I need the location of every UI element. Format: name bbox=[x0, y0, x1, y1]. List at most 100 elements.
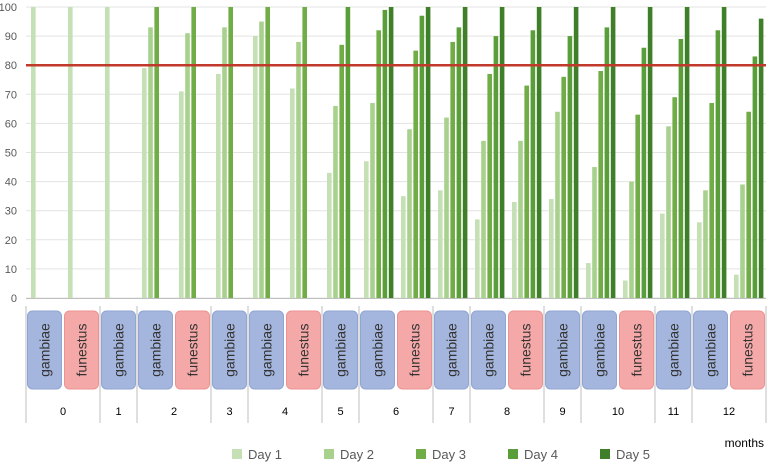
month-label: 12 bbox=[723, 406, 735, 418]
species-label-box bbox=[730, 310, 765, 390]
bar-day-4 bbox=[604, 27, 610, 299]
species-label-box bbox=[64, 310, 99, 390]
y-tick-label: 60 bbox=[5, 118, 17, 130]
bar-day-2 bbox=[148, 27, 153, 299]
bar-day-3 bbox=[598, 71, 603, 299]
legend-label: Day 5 bbox=[616, 447, 650, 462]
y-tick-label: 80 bbox=[5, 60, 17, 72]
bar-day-5 bbox=[388, 7, 394, 298]
month-label: 4 bbox=[282, 406, 288, 418]
month-label: 0 bbox=[60, 406, 66, 418]
y-axis-ticks: 0 10 20 30 40 50 60 70 80 90 100 bbox=[0, 2, 17, 305]
month-label: 2 bbox=[171, 406, 177, 418]
y-tick-label: 10 bbox=[5, 264, 17, 276]
species-label: funestus bbox=[407, 324, 423, 377]
species-label-box bbox=[249, 310, 284, 390]
bar-day-5 bbox=[721, 7, 727, 298]
month-label: 7 bbox=[448, 406, 454, 418]
bar-day-1 bbox=[142, 68, 147, 298]
bar-day-5 bbox=[758, 18, 764, 298]
bar-day-4 bbox=[752, 56, 758, 298]
bar-day-3 bbox=[524, 85, 529, 298]
legend-label: Day 1 bbox=[248, 447, 282, 462]
species-label-box bbox=[212, 310, 247, 390]
bar-day-2 bbox=[629, 181, 634, 298]
species-label: gambiae bbox=[444, 323, 460, 377]
species-label-box bbox=[360, 310, 395, 390]
bar-day-1 bbox=[216, 73, 221, 299]
species-label-box bbox=[656, 310, 691, 390]
x-axis-title: months bbox=[725, 436, 764, 450]
species-label-box bbox=[619, 310, 654, 390]
bar-day-2 bbox=[481, 140, 486, 298]
bar-day-5 bbox=[462, 7, 468, 298]
species-label-box bbox=[286, 310, 321, 390]
species-label: gambiae bbox=[148, 323, 164, 377]
bar-day-1 bbox=[179, 91, 184, 298]
y-tick-label: 90 bbox=[5, 31, 17, 43]
y-tick-label: 50 bbox=[5, 148, 17, 160]
bar-day-5 bbox=[573, 7, 579, 298]
month-label: 10 bbox=[612, 406, 624, 418]
bar-day-1 bbox=[586, 263, 591, 298]
species-label: gambiae bbox=[111, 323, 127, 377]
y-tick-label: 70 bbox=[5, 89, 17, 101]
species-label-box bbox=[434, 310, 469, 390]
bar-day-2 bbox=[370, 103, 375, 298]
bar-day-3 bbox=[302, 7, 307, 298]
bars bbox=[31, 7, 764, 299]
bar-day-2 bbox=[296, 41, 301, 299]
bar-day-1 bbox=[401, 196, 406, 298]
category-axis: gambiae funestus gambiae gambiae funestus gam… bbox=[25, 306, 767, 423]
species-label: gambiae bbox=[666, 323, 682, 377]
bar-day-3 bbox=[376, 30, 381, 299]
bar-day-2 bbox=[592, 167, 597, 298]
species-label: gambiae bbox=[555, 323, 571, 377]
bar-day-2 bbox=[222, 27, 227, 299]
legend: Day 1 Day 2 Day 3 Day 4 Day 5 bbox=[232, 447, 650, 462]
bar-day-3 bbox=[709, 103, 714, 298]
species-label-box bbox=[323, 310, 358, 390]
bar-day-4 bbox=[567, 36, 573, 298]
species-label: gambiae bbox=[592, 323, 608, 377]
month-label: 11 bbox=[668, 406, 679, 418]
bar-day-2 bbox=[444, 117, 449, 298]
legend-swatch bbox=[324, 449, 334, 459]
y-tick-label: 40 bbox=[5, 177, 17, 189]
bar-day-4 bbox=[456, 27, 462, 299]
bar-day-4 bbox=[530, 30, 536, 299]
species-label-box bbox=[175, 310, 210, 390]
y-tick-label: 30 bbox=[5, 206, 17, 218]
bar-day-2 bbox=[333, 105, 338, 298]
bar-day-4 bbox=[641, 47, 647, 298]
y-tick-label: 0 bbox=[11, 293, 17, 305]
month-label: 9 bbox=[559, 406, 565, 418]
bar-day-4 bbox=[382, 9, 388, 298]
bar-day-2 bbox=[740, 184, 745, 298]
species-label-box bbox=[471, 310, 506, 390]
species-label-box bbox=[397, 310, 432, 390]
bar-day-5 bbox=[499, 7, 505, 298]
species-label: gambiae bbox=[333, 323, 349, 377]
bar-day-2 bbox=[666, 126, 671, 298]
legend-swatch bbox=[232, 449, 242, 459]
bar-day-1 bbox=[549, 199, 554, 298]
species-label: gambiae bbox=[370, 323, 386, 377]
bar-day-5 bbox=[536, 7, 542, 298]
bar-day-1 bbox=[697, 222, 702, 298]
legend-label: Day 2 bbox=[340, 447, 374, 462]
y-tick-label: 100 bbox=[0, 2, 17, 14]
legend-swatch bbox=[508, 449, 518, 459]
y-tick-label: 20 bbox=[5, 235, 17, 247]
species-label-box bbox=[582, 310, 617, 390]
bar-day-3 bbox=[561, 76, 566, 298]
month-label: 6 bbox=[393, 406, 399, 418]
bar-day-1 bbox=[734, 274, 739, 298]
legend-swatch bbox=[416, 449, 426, 459]
species-label: gambiae bbox=[222, 323, 238, 377]
bar-day-3 bbox=[487, 73, 492, 299]
bar-day-2 bbox=[259, 21, 264, 299]
month-label: 3 bbox=[226, 406, 232, 418]
bar-day-1 bbox=[364, 161, 369, 298]
